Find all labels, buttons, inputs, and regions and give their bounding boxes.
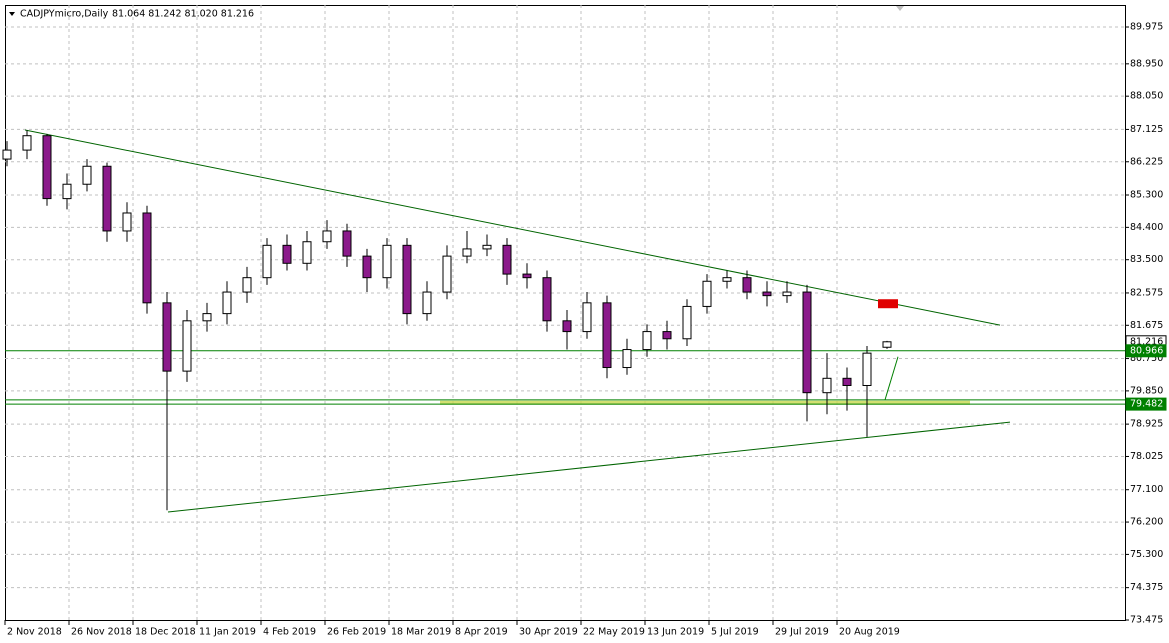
candle-body xyxy=(862,352,872,386)
y-tick-label: 78.025 xyxy=(1130,451,1163,462)
x-tick-label: 22 May 2019 xyxy=(583,627,645,638)
candle-body xyxy=(162,302,172,372)
y-tick-label: 77.100 xyxy=(1130,484,1163,495)
x-tick-label: 2 Nov 2018 xyxy=(7,627,62,638)
trend-line xyxy=(24,129,1001,326)
candle-body xyxy=(702,280,712,307)
candle-body xyxy=(842,377,852,386)
candle-body xyxy=(222,291,232,315)
trend-line xyxy=(884,356,899,401)
candle-body xyxy=(22,135,32,151)
candle-body xyxy=(782,291,792,297)
x-tick-label: 20 Aug 2019 xyxy=(839,627,900,638)
y-tick-label: 81.675 xyxy=(1130,320,1163,331)
y-tick-label: 76.200 xyxy=(1130,517,1163,528)
candle-body xyxy=(422,291,432,315)
candle-body xyxy=(762,291,772,297)
price-label: 80.966 xyxy=(1130,345,1163,356)
candle-body xyxy=(122,212,132,232)
candle-body xyxy=(102,165,112,232)
candle-body xyxy=(42,135,52,200)
trend-line xyxy=(167,421,1011,513)
candle-body xyxy=(82,165,92,185)
candle-body xyxy=(502,244,512,275)
symbol-label: CADJPYmicro,Daily xyxy=(20,9,109,20)
candle-body xyxy=(402,244,412,315)
candle-body xyxy=(562,320,572,333)
x-tick-label: 29 Jul 2019 xyxy=(775,627,829,638)
y-tick-label: 88.050 xyxy=(1130,91,1163,102)
candle-body xyxy=(262,244,272,279)
x-tick-label: 4 Feb 2019 xyxy=(263,627,316,638)
x-tick-label: 18 Mar 2019 xyxy=(391,627,451,638)
price-label-box xyxy=(1125,397,1167,411)
x-tick-label: 5 Jul 2019 xyxy=(711,627,759,638)
price-label: 79.482 xyxy=(1130,399,1163,410)
x-tick-label: 11 Jan 2019 xyxy=(199,627,256,638)
candle-body xyxy=(822,377,832,394)
candle-body xyxy=(322,230,332,243)
candle-body xyxy=(742,277,752,293)
candle-body xyxy=(462,248,472,257)
target-box xyxy=(878,299,898,309)
candle-body xyxy=(482,244,492,250)
candle-body xyxy=(242,277,252,293)
x-tick-label: 26 Nov 2018 xyxy=(71,627,132,638)
candle-body xyxy=(182,320,192,372)
candle-body xyxy=(602,302,612,369)
x-tick-label: 30 Apr 2019 xyxy=(519,627,578,638)
shift-marker xyxy=(896,6,904,11)
candle-body xyxy=(582,302,592,333)
candle-body xyxy=(802,291,812,394)
candle-body xyxy=(282,244,292,264)
candle-body xyxy=(722,277,732,282)
x-tick-label: 13 Jun 2019 xyxy=(647,627,704,638)
candle-body xyxy=(662,331,672,340)
price-label-box xyxy=(1125,344,1167,358)
price-label: 81.216 xyxy=(1130,336,1163,347)
quote-label: 81.064 81.242 81.020 81.216 xyxy=(112,9,254,20)
candle-body xyxy=(682,305,692,340)
y-tick-label: 74.375 xyxy=(1130,582,1163,593)
y-tick-label: 80.750 xyxy=(1130,353,1163,364)
y-tick-label: 79.850 xyxy=(1130,385,1163,396)
candle-body xyxy=(362,255,372,279)
y-tick-label: 78.925 xyxy=(1130,419,1163,430)
candle-body xyxy=(442,255,452,293)
plot-frame xyxy=(5,5,1126,621)
candle-body xyxy=(202,313,212,322)
candle-body xyxy=(622,349,632,369)
candle-body xyxy=(882,341,892,348)
menu-arrow xyxy=(9,12,15,16)
x-tick-label: 26 Feb 2019 xyxy=(327,627,386,638)
y-tick-label: 73.475 xyxy=(1130,615,1163,626)
y-tick-label: 88.950 xyxy=(1130,58,1163,69)
y-tick-label: 86.225 xyxy=(1130,156,1163,167)
candle-body xyxy=(382,244,392,279)
y-tick-label: 84.400 xyxy=(1130,222,1163,233)
candle-body xyxy=(342,230,352,257)
x-tick-label: 8 Apr 2019 xyxy=(455,627,508,638)
candle-body xyxy=(542,277,552,322)
y-tick-label: 83.500 xyxy=(1130,254,1163,265)
candle-body xyxy=(2,149,12,160)
candle-body xyxy=(302,241,312,264)
y-tick-label: 87.125 xyxy=(1130,124,1163,135)
y-tick-label: 85.300 xyxy=(1130,190,1163,201)
y-tick-label: 89.975 xyxy=(1130,21,1163,32)
candle-body xyxy=(522,273,532,279)
candle-body xyxy=(142,212,152,304)
y-tick-label: 75.300 xyxy=(1130,549,1163,560)
candle-body xyxy=(62,183,72,200)
candle-body xyxy=(642,331,652,351)
y-tick-label: 82.575 xyxy=(1130,287,1163,298)
x-tick-label: 18 Dec 2018 xyxy=(135,627,196,638)
